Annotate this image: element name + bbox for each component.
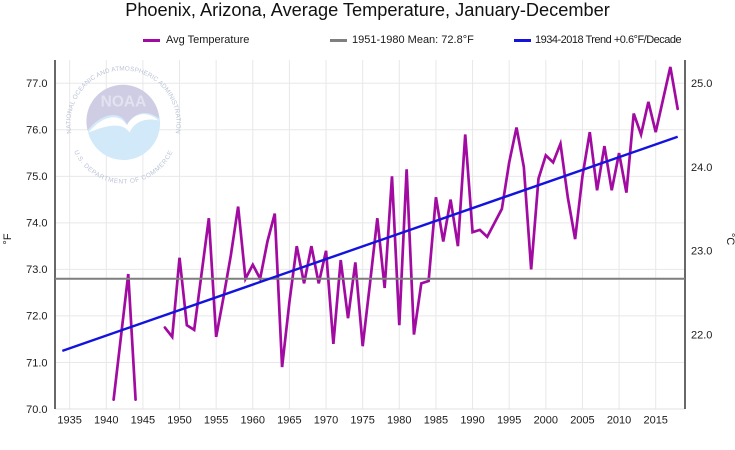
y-axis-left-tick-70.0: 70.0 [26,404,47,416]
legend-label-mean: 1951-1980 Mean: 72.8°F [352,34,474,46]
y-axis-right-tick-22.0: 22.0 [691,329,712,341]
y-axis-left-tick-77.0: 77.0 [26,78,47,90]
x-axis-tick-1965: 1965 [277,415,301,427]
x-axis-tick-1985: 1985 [424,415,448,427]
x-axis-tick-1940: 1940 [94,415,118,427]
x-axis-tick-1970: 1970 [314,415,338,427]
legend-swatch-trend [514,39,531,42]
y-axis-right-tick-24.0: 24.0 [691,162,712,174]
y-axis-right-title: °C [724,233,735,245]
x-axis-tick-2005: 2005 [570,415,594,427]
legend-label-trend: 1934-2018 Trend +0.6°F/Decade [535,34,682,46]
y-axis-right-tick-23.0: 23.0 [691,246,712,258]
x-axis-tick-1995: 1995 [497,415,521,427]
x-axis-tick-1975: 1975 [350,415,374,427]
x-axis-tick-1955: 1955 [204,415,228,427]
y-axis-left-title: °F [2,233,14,244]
x-axis-tick-1980: 1980 [387,415,411,427]
x-axis-tick-1990: 1990 [460,415,484,427]
x-axis-tick-2000: 2000 [534,415,558,427]
legend-swatch-avg_temperature [143,39,160,42]
y-axis-right-tick-25.0: 25.0 [691,78,712,90]
legend-swatch-mean [330,39,347,42]
chart-title: Phoenix, Arizona, Average Temperature, J… [125,0,610,20]
x-axis-tick-1935: 1935 [57,415,81,427]
y-axis-left-tick-75.0: 75.0 [26,171,47,183]
logo-upper-half [86,84,160,131]
y-axis-left-tick-72.0: 72.0 [26,311,47,323]
trend-line [61,135,679,352]
x-axis-tick-2010: 2010 [607,415,631,427]
seagull-icon [88,114,159,133]
x-axis-tick-1945: 1945 [131,415,155,427]
y-axis-left-tick-71.0: 71.0 [26,357,47,369]
legend-label-avg_temperature: Avg Temperature [166,34,250,46]
avg-temperature-line [112,66,680,402]
logo-acronym-text: NOAA [101,94,147,111]
x-axis-tick-2015: 2015 [643,415,667,427]
y-axis-left-tick-76.0: 76.0 [26,125,47,137]
y-axis-left-tick-73.0: 73.0 [26,264,47,276]
x-axis-tick-1950: 1950 [167,415,191,427]
x-axis-tick-1960: 1960 [241,415,265,427]
y-axis-left-tick-74.0: 74.0 [26,218,47,230]
